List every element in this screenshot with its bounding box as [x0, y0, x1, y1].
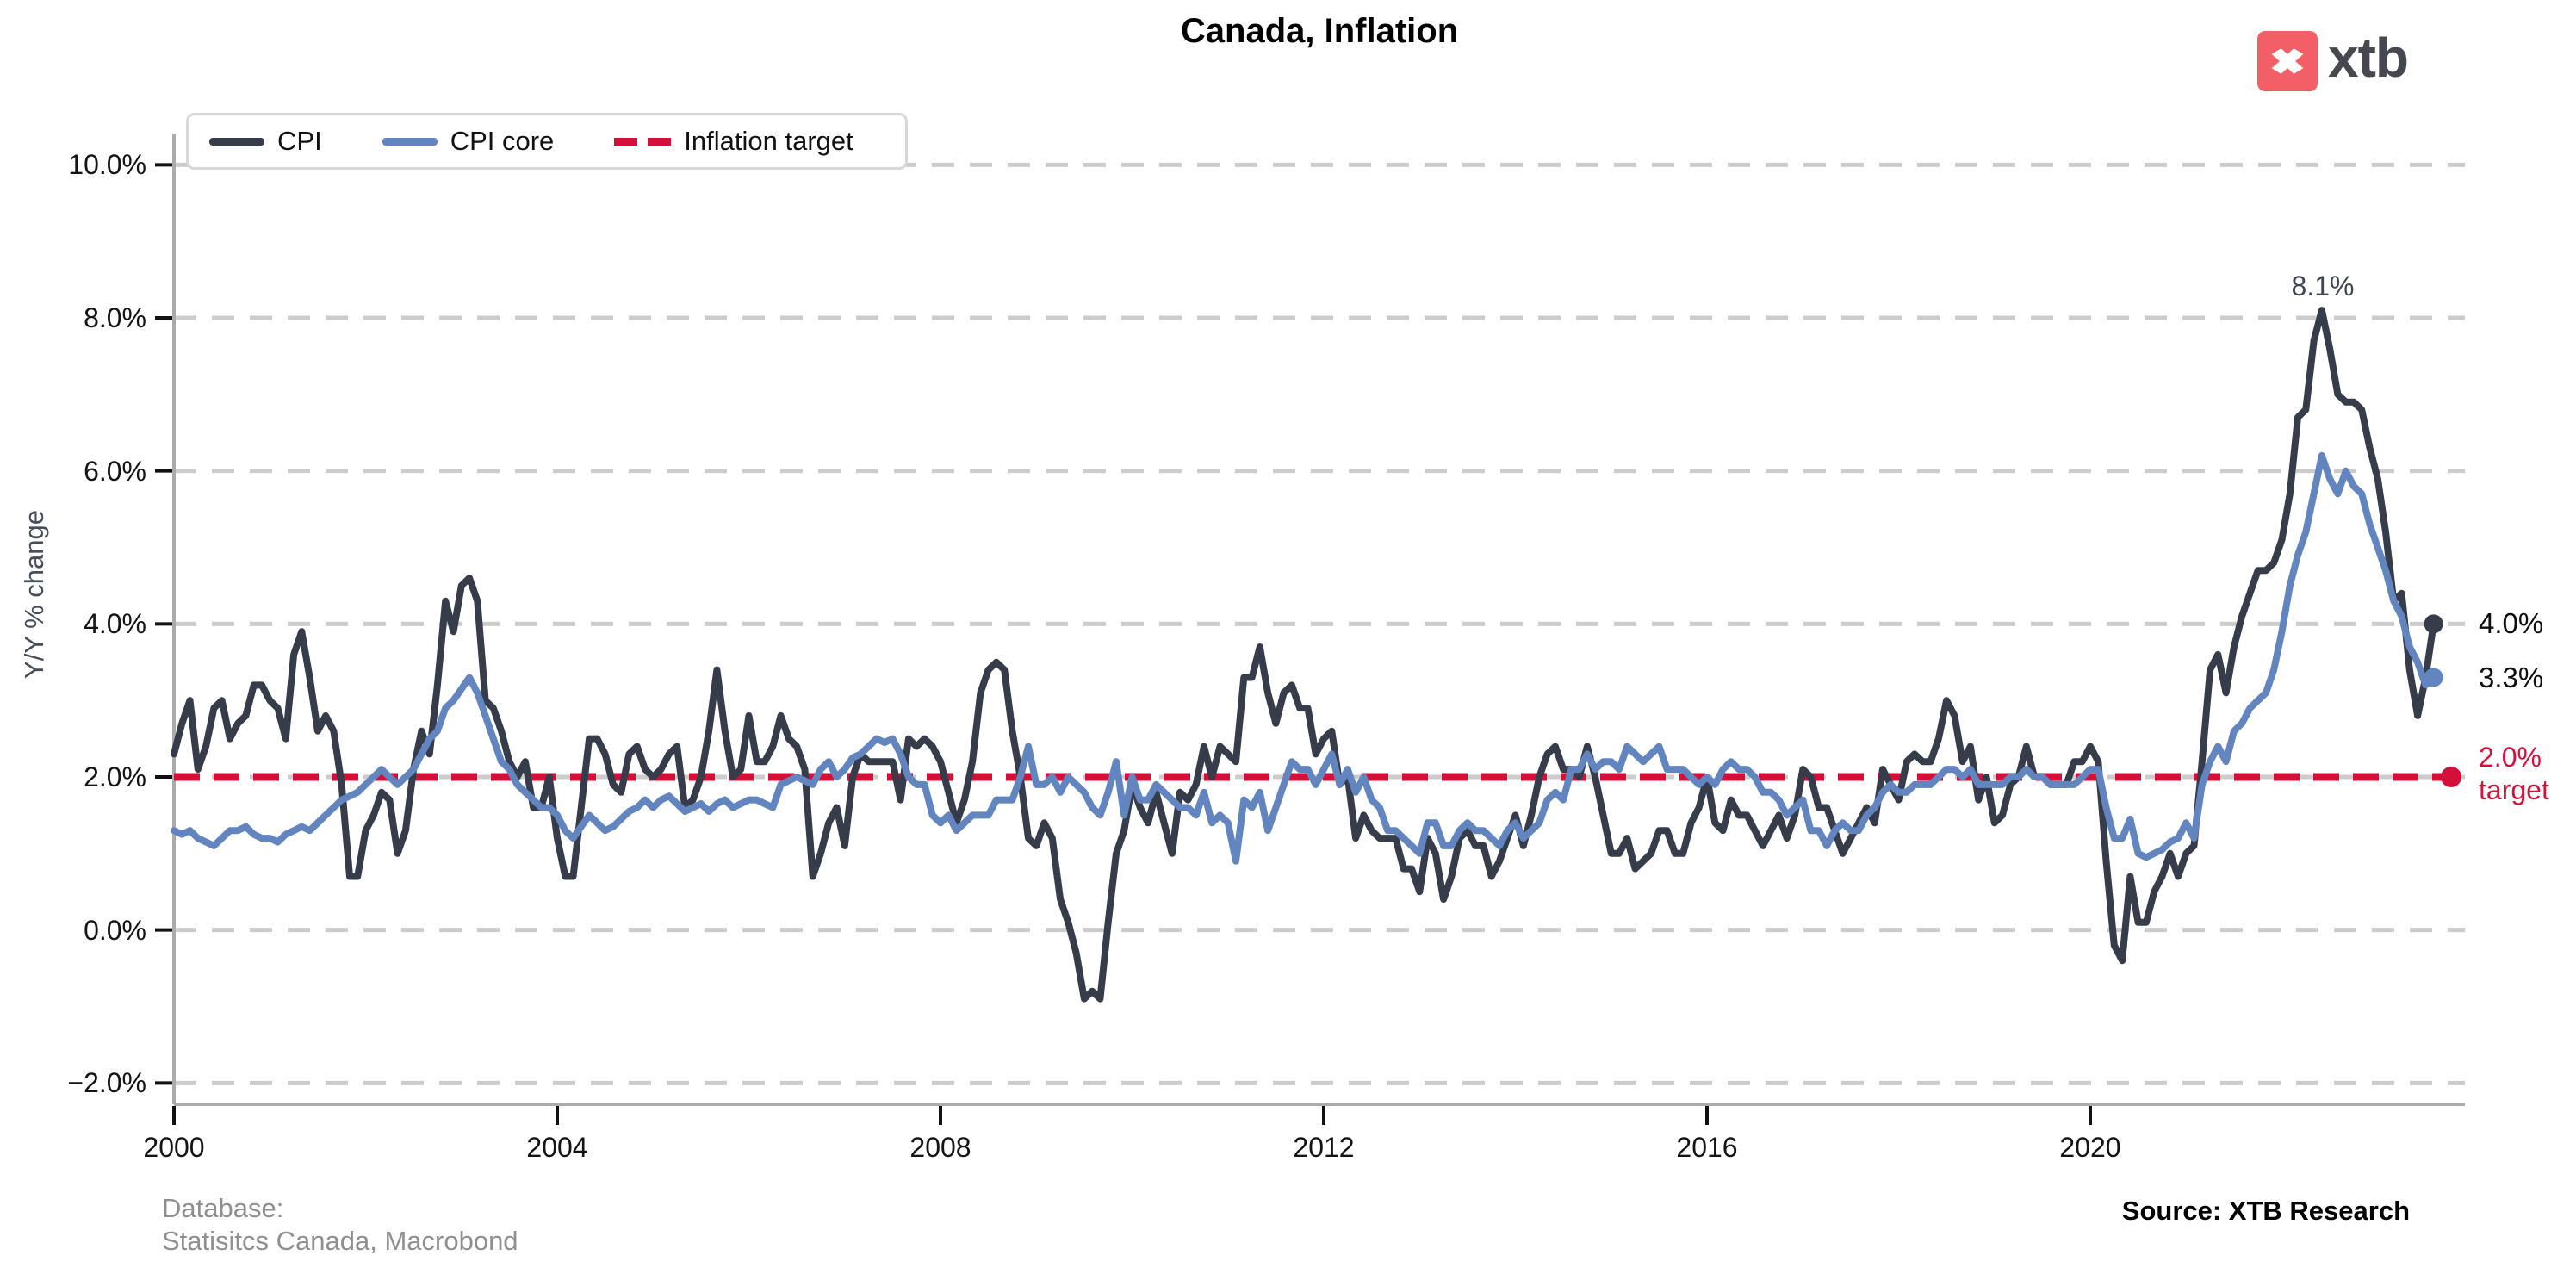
y-tick-label: 10.0% [68, 149, 146, 181]
database-note: Database: Statisitcs Canada, Macrobond [162, 1192, 518, 1258]
y-tick-label: −2.0% [67, 1067, 146, 1099]
inflation-target-label: 2.0% target [2479, 741, 2549, 806]
core-end-label: 3.3% [2479, 662, 2544, 693]
cpi-core-end-dot [2424, 668, 2443, 687]
cpi-core-line-swatch [382, 137, 438, 146]
cpi-core-line [171, 451, 2437, 865]
inflation-target-swatch [614, 137, 672, 146]
y-tick-label: 8.0% [84, 302, 146, 334]
legend-label-inflation-target: Inflation target [684, 126, 853, 156]
x-tick-label: 2012 [1293, 1132, 1355, 1163]
peak-annotation: 8.1% [2291, 270, 2355, 301]
legend-item-cpi-core: CPI core [382, 126, 555, 157]
cpi-line-swatch [209, 137, 264, 146]
cpi-end-label: 4.0% [2479, 607, 2544, 639]
xtb-logo-text: xtb [2328, 27, 2409, 89]
x-tick-label: 2016 [1676, 1132, 1738, 1163]
xtb-logo: xtb [2257, 26, 2409, 91]
source-note: Source: XTB Research [2121, 1196, 2410, 1226]
x-tick-label: 2004 [526, 1132, 588, 1163]
legend-label-cpi: CPI [277, 126, 322, 156]
database-note-line1: Database: [162, 1193, 284, 1223]
x-tick-label: 2000 [143, 1132, 205, 1163]
legend-item-cpi: CPI [209, 126, 322, 157]
inflation-target-label-value: 2.0% [2479, 742, 2542, 773]
inflation-target-label-word: target [2479, 774, 2549, 805]
database-note-line2: Statisitcs Canada, Macrobond [162, 1226, 518, 1256]
y-tick-label: 0.0% [84, 914, 146, 946]
y-tick-label: 2.0% [84, 761, 146, 792]
y-tick-label: 6.0% [84, 455, 146, 487]
legend-item-inflation-target: Inflation target [614, 126, 853, 157]
page-title: Canada, Inflation [1180, 12, 1459, 50]
x-tick-label: 2008 [909, 1132, 971, 1163]
x-tick-label: 2020 [2059, 1132, 2121, 1163]
cpi-end-dot [2424, 614, 2443, 634]
y-tick-label: 4.0% [84, 608, 146, 640]
target-end-dot [2441, 767, 2461, 787]
cpi-line [171, 307, 2437, 1003]
xtb-logo-icon [2257, 31, 2318, 91]
legend: CPI CPI core Inflation target [186, 113, 908, 170]
legend-label-cpi-core: CPI core [450, 126, 555, 156]
